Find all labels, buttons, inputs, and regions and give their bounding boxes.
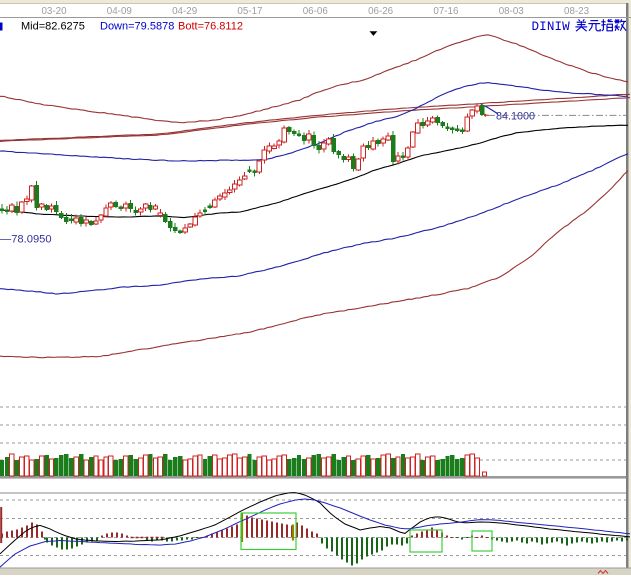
- svg-text:84.1000: 84.1000: [496, 111, 535, 123]
- svg-text:Bott=76.8112: Bott=76.8112: [178, 21, 243, 33]
- svg-text:04-29: 04-29: [172, 6, 197, 17]
- svg-text:06-06: 06-06: [303, 6, 329, 17]
- svg-text:—78.0950: —78.0950: [0, 234, 52, 246]
- svg-text:05-17: 05-17: [237, 6, 262, 17]
- svg-text:DINIW: DINIW: [532, 20, 571, 34]
- svg-text:04-09: 04-09: [107, 6, 132, 17]
- svg-text:08-23: 08-23: [564, 6, 590, 17]
- svg-text:03-20: 03-20: [41, 6, 67, 17]
- svg-text:Mid=82.6275: Mid=82.6275: [21, 21, 85, 33]
- svg-text:Down=79.5878: Down=79.5878: [100, 21, 174, 33]
- svg-text:07-16: 07-16: [433, 6, 459, 17]
- svg-text:06-26: 06-26: [368, 6, 394, 17]
- svg-text:08-03: 08-03: [499, 6, 525, 17]
